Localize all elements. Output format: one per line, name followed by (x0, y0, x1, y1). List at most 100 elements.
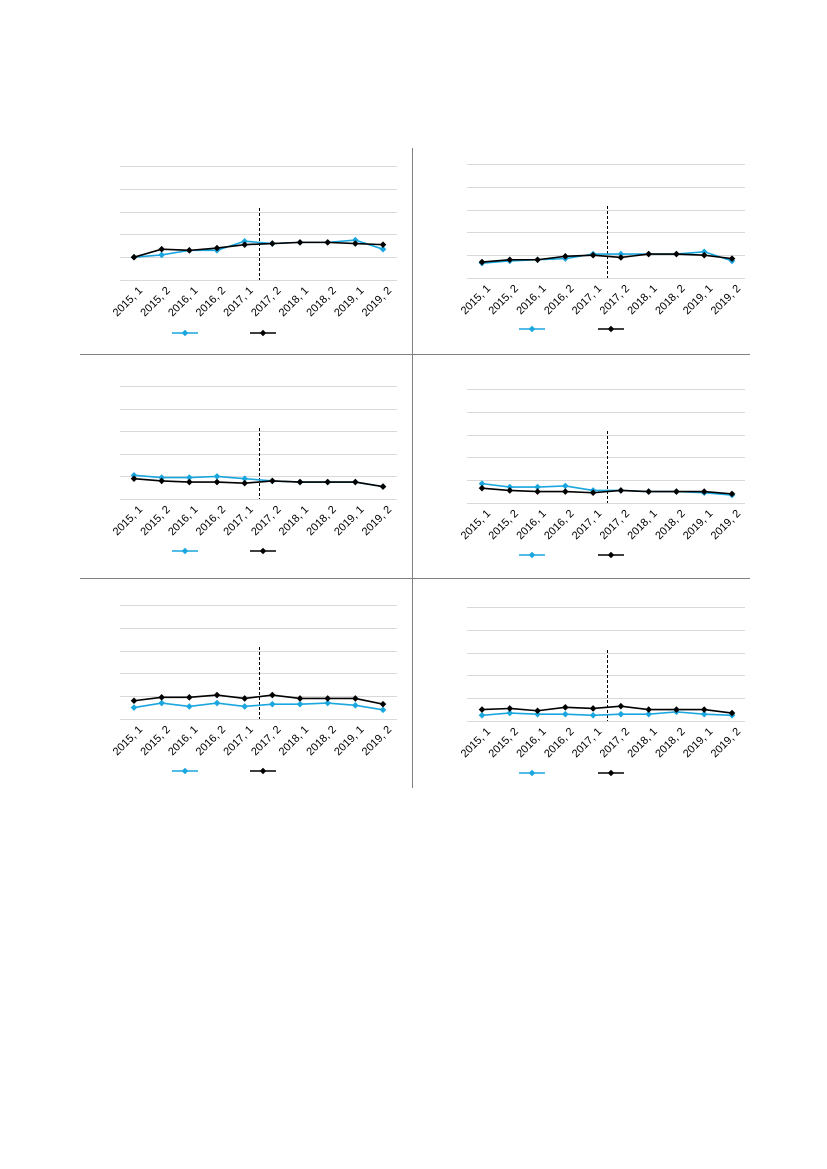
series-2-point (700, 488, 708, 495)
series-1-point (130, 471, 138, 479)
series-2-point (241, 695, 248, 702)
series-1-point (700, 710, 708, 718)
x-tick-label: 2018, 1 (277, 504, 311, 538)
series-1-point (700, 248, 708, 256)
series-1-point (269, 700, 276, 708)
series-1-point (352, 236, 359, 244)
x-tick-label: 2017, 2 (598, 283, 632, 317)
series-1-point (589, 712, 597, 719)
series-1-point (352, 702, 359, 709)
series-2-point (728, 490, 736, 498)
series-1-point (506, 709, 514, 717)
series-2-point (506, 256, 514, 264)
series-1-point (213, 699, 221, 707)
series-2-point (562, 253, 569, 260)
series-1-point (534, 710, 541, 718)
x-tick-label: 2015, 2 (487, 726, 521, 760)
series-2-point (645, 250, 652, 258)
x-tick-label: 2019, 2 (360, 285, 394, 319)
series-2-point (324, 695, 331, 702)
series-2-point (324, 239, 331, 246)
series-1-point (478, 712, 486, 719)
legend-series-1-marker (181, 547, 189, 555)
series-1-point (617, 710, 625, 718)
series-2-point (269, 240, 276, 247)
series-2-point (673, 706, 680, 713)
series-2-point (379, 700, 387, 708)
series-2-point (296, 695, 304, 702)
series-2-point (589, 705, 597, 712)
legend-series-1-marker (181, 767, 189, 775)
series-1-point (562, 482, 569, 490)
series-1-point (506, 483, 514, 491)
series-1-line (481, 711, 733, 717)
series-2-point (617, 487, 625, 494)
series-2-point (241, 241, 248, 248)
x-tick-label: 2018, 2 (653, 726, 687, 760)
series-1-line (133, 702, 384, 711)
series-2-point (589, 251, 597, 259)
x-tick-label: 2016, 2 (194, 504, 228, 538)
x-tick-label: 2015, 1 (459, 726, 493, 760)
series-2-point (352, 478, 359, 486)
x-tick-label: 2017, 1 (570, 508, 604, 542)
series-2-line (133, 694, 384, 705)
x-tick-label: 2018, 1 (625, 508, 659, 542)
series-1-point (186, 703, 193, 710)
series-2-line (481, 253, 733, 263)
series-1-point (241, 703, 248, 710)
x-tick-label: 2018, 1 (625, 726, 659, 760)
series-2-point (379, 483, 387, 490)
series-2-point (534, 707, 541, 715)
legend-series-2-marker (607, 325, 615, 333)
x-tick-label: 2017, 2 (598, 726, 632, 760)
series-2-point (352, 240, 359, 247)
x-tick-label: 2016, 1 (166, 724, 200, 758)
series-2-point (352, 695, 359, 702)
legend-series-1-marker (181, 329, 189, 337)
x-tick-label: 2017, 1 (570, 283, 604, 317)
series-2-point (130, 253, 138, 261)
x-tick-label: 2016, 2 (542, 508, 576, 542)
x-tick-label: 2015, 1 (111, 285, 145, 319)
series-2-point (158, 477, 165, 485)
series-1-point (241, 237, 248, 245)
series-2-point (645, 488, 652, 495)
series-1-point (478, 480, 486, 487)
series-2-point (186, 478, 193, 486)
x-tick-label: 2018, 1 (277, 285, 311, 319)
x-tick-label: 2015, 2 (487, 508, 521, 542)
series-1-point (379, 245, 387, 253)
series-1-point (379, 706, 387, 714)
series-1-point (130, 704, 138, 711)
series-2-point (213, 478, 221, 486)
series-1-point (158, 699, 165, 707)
series-2-point (700, 706, 708, 713)
x-tick-label: 2016, 2 (194, 724, 228, 758)
x-tick-label: 2016, 2 (542, 283, 576, 317)
x-tick-label: 2018, 2 (653, 283, 687, 317)
legend-series-2-marker (607, 551, 615, 559)
series-2-line (133, 477, 384, 488)
x-tick-label: 2017, 2 (249, 504, 283, 538)
legend-series-2-marker (259, 547, 267, 555)
series-2-point (617, 702, 625, 710)
series-2-point (213, 691, 221, 699)
series-2-point (673, 250, 680, 258)
x-tick-label: 2018, 2 (653, 508, 687, 542)
series-2-line (133, 241, 384, 258)
x-tick-label: 2017, 1 (221, 285, 255, 319)
x-tick-label: 2019, 1 (681, 508, 715, 542)
series-2-point (506, 705, 514, 712)
series-1-point (617, 250, 625, 258)
series-2-point (534, 488, 541, 495)
series-2-point (562, 704, 569, 711)
series-2-point (186, 694, 193, 701)
series-2-point (562, 488, 569, 495)
series-1-point (534, 483, 541, 491)
x-tick-label: 2016, 2 (542, 726, 576, 760)
